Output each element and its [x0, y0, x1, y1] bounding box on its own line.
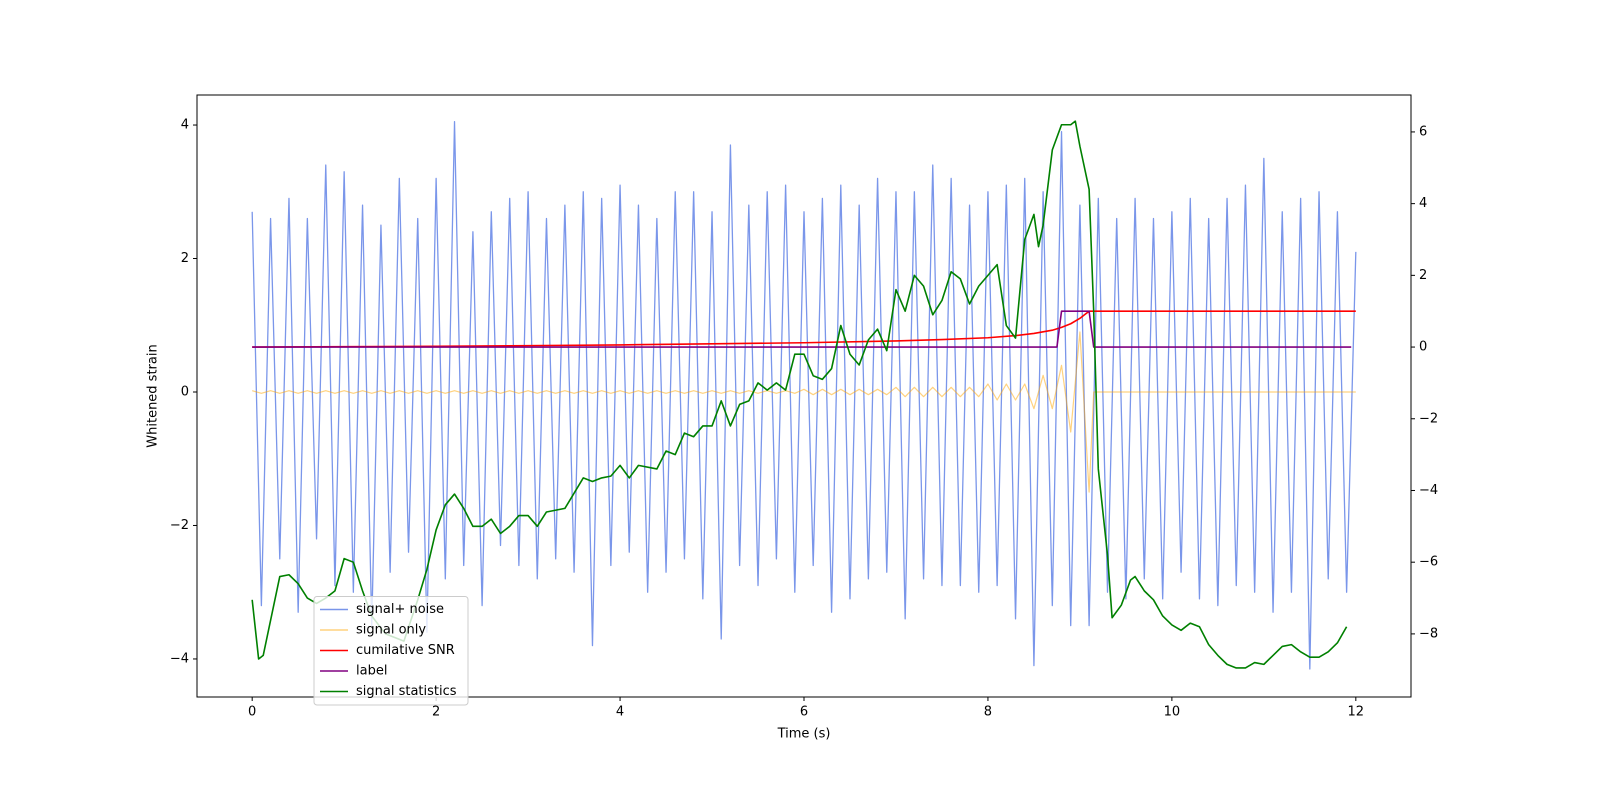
y2-tick-label: −6 [1419, 555, 1438, 570]
y-tick-label: 0 [181, 384, 189, 399]
y-tick-label: −4 [170, 651, 189, 666]
x-axis-label: Time (s) [777, 727, 831, 742]
y-axis-label: Whitened strain [146, 344, 161, 447]
y2-tick-label: 4 [1419, 196, 1427, 211]
legend-label: signal statistics [356, 684, 457, 699]
y2-tick-label: 6 [1419, 124, 1427, 139]
x-tick-label: 2 [432, 705, 440, 720]
y-tick-label: 2 [181, 251, 189, 266]
legend-label: label [356, 664, 387, 679]
legend-label: signal+ noise [356, 602, 444, 617]
x-tick-label: 4 [616, 705, 624, 720]
x-tick-label: 12 [1348, 705, 1365, 720]
y-tick-label: 4 [181, 118, 189, 133]
y2-tick-label: −2 [1419, 411, 1438, 426]
legend-label: signal only [356, 623, 426, 638]
legend-box [313, 596, 469, 706]
y2-tick-label: 0 [1419, 340, 1427, 355]
signal-only-line [252, 331, 1356, 493]
x-tick-label: 6 [800, 705, 808, 720]
x-tick-label: 8 [984, 705, 992, 720]
y2-tick-label: −8 [1419, 626, 1438, 641]
y-tick-label: −2 [170, 518, 189, 533]
noise-line [251, 121, 1357, 670]
legend: signal+ noise signal only cumilative SNR la… [313, 596, 469, 706]
y2-tick-label: −4 [1419, 483, 1438, 498]
x-tick-label: 0 [248, 705, 256, 720]
statistics-line [251, 120, 1348, 669]
legend-label: cumilative SNR [356, 643, 455, 658]
plot-area [251, 120, 1357, 670]
snr-line [252, 310, 1356, 348]
x-tick-label: 10 [1164, 705, 1181, 720]
y2-tick-label: 2 [1419, 268, 1427, 283]
label-line [252, 310, 1352, 348]
